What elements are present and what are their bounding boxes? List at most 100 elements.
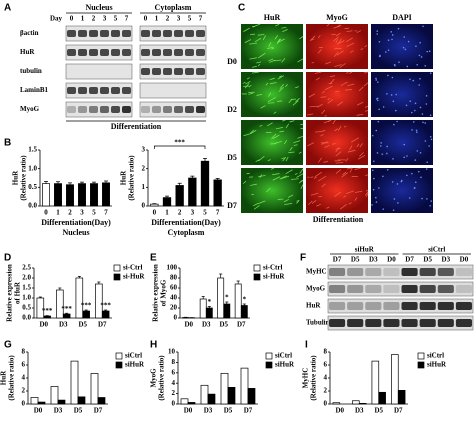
nucleus-dot — [414, 159, 417, 161]
bar — [200, 160, 210, 207]
row-label: MyoG — [306, 285, 326, 293]
image-column: HuR — [264, 13, 281, 22]
x-tick-label: D0 — [184, 407, 193, 415]
nucleus-dot — [418, 84, 420, 86]
error-bar — [215, 178, 220, 180]
bar — [217, 277, 225, 319]
panel-label: G — [4, 340, 12, 351]
fiber — [347, 83, 355, 87]
band — [78, 87, 87, 94]
panel-label: A — [4, 3, 11, 14]
fiber — [274, 59, 282, 62]
error-bar — [84, 309, 88, 311]
nucleus-dot — [424, 64, 427, 67]
fiber — [252, 65, 257, 68]
nucleus-dot — [429, 72, 432, 75]
y-tick-label: 80 — [170, 274, 178, 282]
x-tick-label: 1 — [165, 209, 169, 217]
fiber — [275, 141, 282, 144]
band — [122, 106, 131, 113]
band — [141, 30, 150, 37]
nucleus-dot — [424, 140, 427, 142]
fiber — [364, 110, 369, 112]
fiber — [277, 38, 285, 43]
nucleus-dot — [381, 153, 384, 155]
legend-label: siHuR — [275, 361, 295, 369]
blot-strip — [65, 101, 133, 118]
fiber — [288, 151, 295, 154]
x-tick-label: D5 — [224, 407, 233, 415]
fiber — [333, 51, 339, 58]
fiber — [320, 96, 327, 98]
fiber — [253, 205, 260, 210]
bar — [101, 310, 110, 319]
legend-label: siCtrl — [275, 352, 292, 360]
band — [100, 106, 109, 113]
fiber — [288, 98, 293, 104]
fiber — [297, 135, 304, 139]
bar — [54, 183, 62, 207]
fiber — [268, 58, 274, 62]
nucleus-dot — [429, 204, 431, 207]
fiber — [278, 86, 284, 92]
fiber — [314, 171, 322, 178]
nucleus-dot — [405, 104, 408, 107]
fiber — [309, 35, 316, 42]
band — [401, 319, 418, 327]
fiber — [298, 180, 304, 184]
fiber — [271, 173, 280, 176]
lane-label: 0 — [144, 15, 148, 23]
image-row: D5 — [227, 153, 237, 162]
band — [185, 30, 194, 37]
nucleus-dot — [397, 27, 400, 30]
nucleus-dot — [416, 63, 419, 66]
fiber — [308, 93, 316, 98]
lane-label: 7 — [125, 15, 129, 23]
nucleus-dot — [411, 111, 413, 114]
nucleus-dot — [411, 172, 413, 175]
nucleus-dot — [425, 95, 428, 97]
fiber — [285, 169, 293, 175]
nucleus-dot — [386, 169, 389, 171]
bar — [50, 386, 59, 405]
error-bar — [207, 306, 211, 308]
legend-label: si-HuR — [123, 273, 145, 281]
blot-strip — [65, 82, 133, 99]
band — [174, 49, 183, 56]
y-tick-label: 0.5 — [28, 183, 37, 191]
band — [185, 68, 194, 75]
y-axis-label: HuR — [120, 170, 128, 185]
nucleus-dot — [420, 176, 422, 179]
fiber — [278, 75, 282, 78]
nucleus-dot — [425, 168, 428, 170]
fiber — [324, 85, 333, 90]
fiber — [347, 149, 356, 153]
fiber — [244, 39, 252, 44]
legend-label: si-Ctrl — [123, 264, 142, 272]
fiber — [315, 77, 320, 81]
nucleus-dot — [375, 129, 378, 132]
y-tick-label: 60 — [170, 284, 178, 292]
nucleus-dot — [407, 40, 410, 43]
nucleus-dot — [371, 134, 374, 137]
fiber — [331, 143, 336, 145]
bar — [240, 305, 248, 319]
panel-label: D — [4, 253, 11, 264]
band — [174, 68, 183, 75]
band — [89, 106, 98, 113]
band — [365, 285, 382, 293]
bar — [42, 183, 50, 207]
error-bar — [92, 181, 96, 184]
band — [196, 49, 205, 56]
fiber — [334, 128, 339, 132]
y-tick-label: 0 — [142, 202, 146, 210]
y-tick-label: 2 — [324, 387, 328, 395]
x-tick-label: D5 — [74, 407, 83, 415]
bar — [90, 183, 98, 207]
y-tick-label: 2 — [172, 389, 176, 397]
lane-label: 7 — [199, 15, 203, 23]
band — [185, 49, 194, 56]
fiber — [335, 169, 342, 174]
micrograph — [241, 120, 303, 165]
nucleus-dot — [391, 34, 394, 36]
